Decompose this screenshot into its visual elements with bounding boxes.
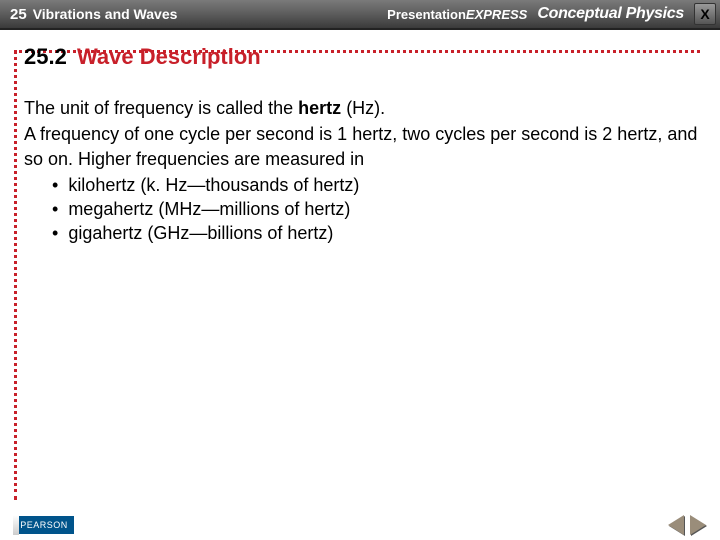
next-button[interactable] <box>690 515 706 535</box>
close-button[interactable]: X <box>694 3 716 25</box>
list-item: kilohertz (k. Hz—thousands of hertz) <box>52 173 700 197</box>
publisher-logo: PEARSON <box>14 516 74 534</box>
brand-area: PresentationEXPRESS Conceptual Physics X <box>387 3 716 25</box>
chapter-number: 25 <box>10 6 27 23</box>
prev-button[interactable] <box>668 515 684 535</box>
top-bar: 25 Vibrations and Waves PresentationEXPR… <box>0 0 720 30</box>
list-item: megahertz (MHz—millions of hertz) <box>52 197 700 221</box>
section-title-text: Wave Description <box>77 44 261 69</box>
close-icon: X <box>700 6 709 22</box>
nav-controls <box>668 515 706 535</box>
bullet-list: kilohertz (k. Hz—thousands of hertz) meg… <box>24 173 700 246</box>
section-number: 25.2 <box>24 44 67 69</box>
chapter-title: Vibrations and Waves <box>33 6 178 22</box>
paragraph-1: The unit of frequency is called the hert… <box>24 96 700 120</box>
brand-book-title: Conceptual Physics <box>537 5 684 23</box>
brand-presentation-express: PresentationEXPRESS <box>387 7 527 22</box>
footer-bar: PEARSON <box>0 510 720 540</box>
paragraph-2: A frequency of one cycle per second is 1… <box>24 122 700 171</box>
body-text: The unit of frequency is called the hert… <box>24 86 700 246</box>
chapter-label: 25 Vibrations and Waves <box>10 6 177 23</box>
slide-content: 25.2 Wave Description The unit of freque… <box>0 30 720 510</box>
section-heading: 25.2 Wave Description <box>24 44 700 70</box>
list-item: gigahertz (GHz—billions of hertz) <box>52 221 700 245</box>
